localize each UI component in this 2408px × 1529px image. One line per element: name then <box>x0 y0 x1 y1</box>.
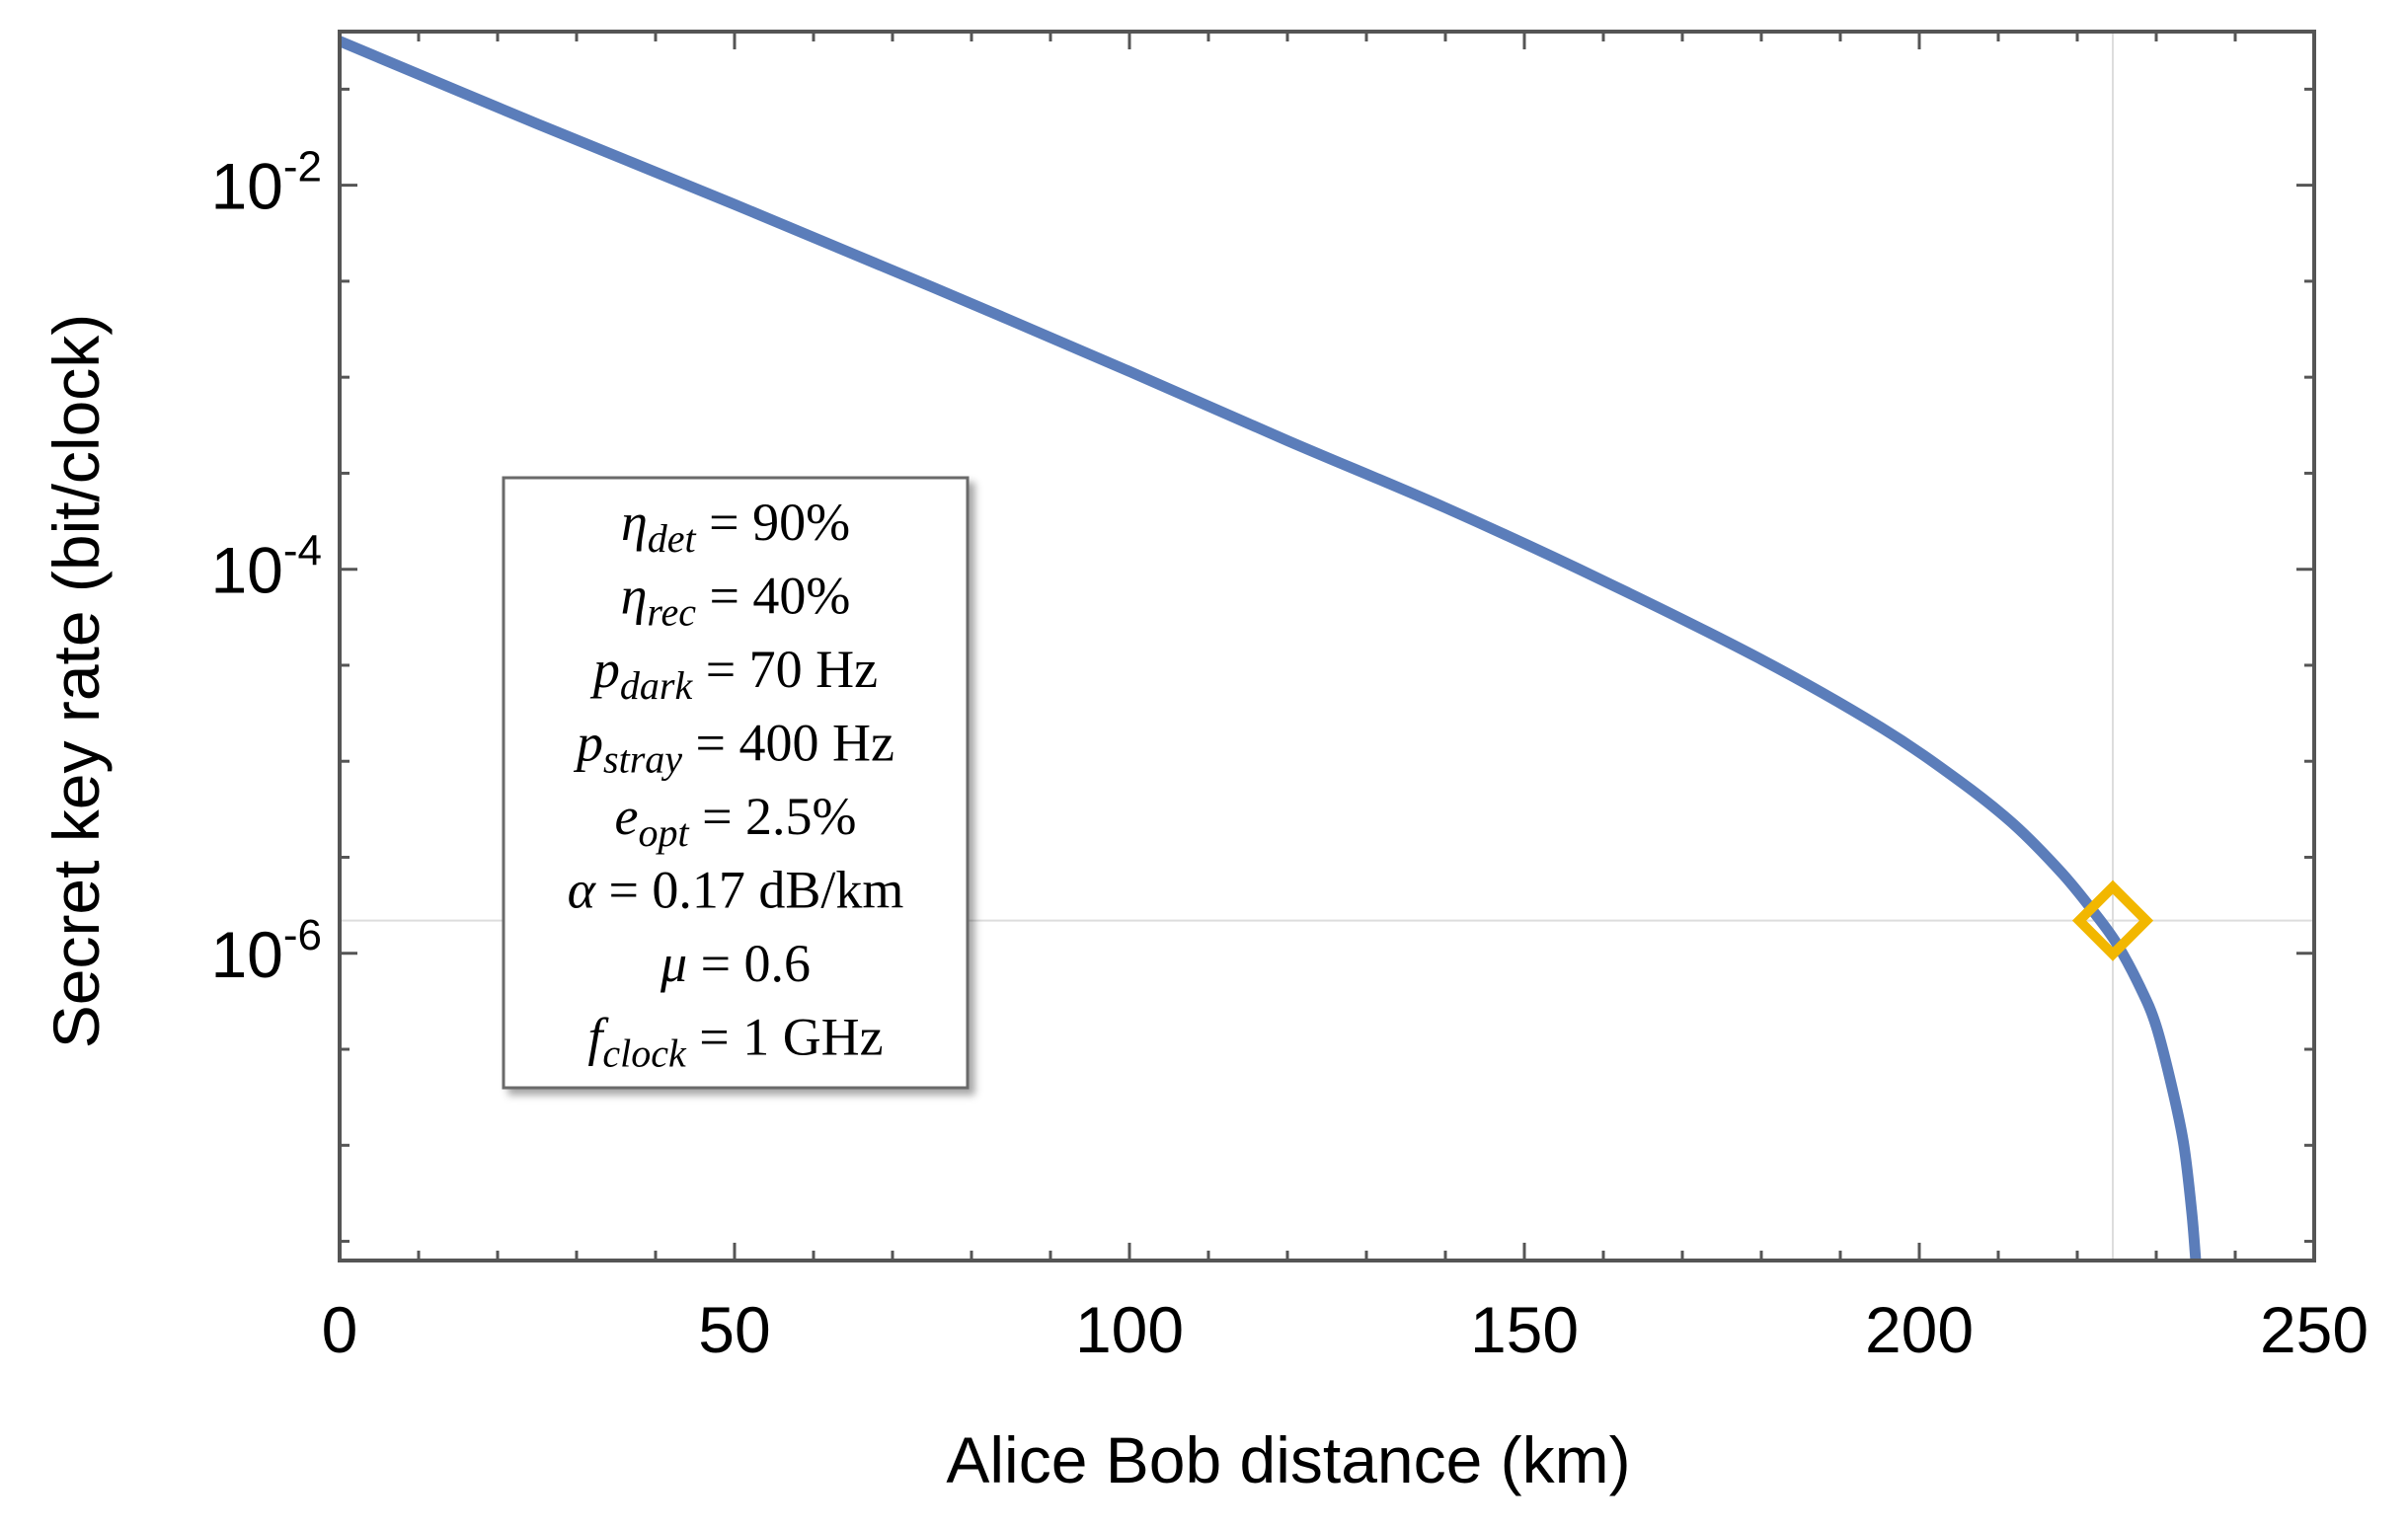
annotation-line: ηdet = 90% <box>621 493 850 561</box>
x-tick-label: 250 <box>2260 1293 2369 1366</box>
series-layer <box>340 36 2202 1261</box>
annotation-line: eopt = 2.5% <box>614 787 856 855</box>
annotation-line: μ = 0.6 <box>660 934 811 993</box>
y-tick-label: 10-4 <box>210 527 322 607</box>
y-tick-labels: 10-2 10-4 10-6 <box>210 143 322 991</box>
x-axis-label: Alice Bob distance (km) <box>946 1423 1630 1496</box>
x-tick-label: 200 <box>1865 1293 1974 1366</box>
annotation-line: fclock = 1 GHz <box>587 1008 883 1076</box>
y-axis-label: Secret key rate (bit/clock) <box>39 314 113 1049</box>
x-tick-label: 0 <box>322 1293 358 1366</box>
annotation-line: pstray = 400 Hz <box>573 714 894 782</box>
y-tick-label: 10-6 <box>210 911 322 991</box>
annotation-line: ηrec = 40% <box>621 567 851 635</box>
annotation-line: pdark = 70 Hz <box>589 640 878 708</box>
parameter-annotation-box: ηdet = 90%ηrec = 40%pdark = 70 Hzpstray … <box>502 476 970 1090</box>
plot-frame <box>338 30 2316 1262</box>
x-tick-labels: 0 50 100 150 200 250 <box>322 1293 2369 1366</box>
marker-layer <box>2071 879 2154 961</box>
series-line-0 <box>340 36 2202 1261</box>
y-tick-label: 10-2 <box>210 143 322 223</box>
x-tick-label: 100 <box>1075 1293 1184 1366</box>
x-tick-label: 50 <box>698 1293 770 1366</box>
annotation-box-frame <box>502 476 970 1090</box>
highlight-marker <box>2071 879 2154 961</box>
x-tick-label: 150 <box>1470 1293 1579 1366</box>
annotation-line: α = 0.17 dB/km <box>568 861 904 920</box>
